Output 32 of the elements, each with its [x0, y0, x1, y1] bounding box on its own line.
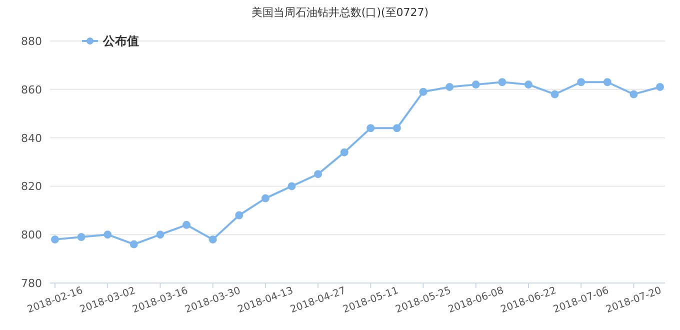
point: [630, 90, 638, 98]
point: [77, 233, 86, 242]
y-tick-label: 800: [21, 228, 42, 242]
point: [392, 124, 401, 132]
point: [419, 88, 428, 96]
point: [235, 211, 244, 220]
point: [550, 90, 559, 98]
point: [51, 235, 59, 244]
point: [208, 235, 217, 244]
point: [524, 80, 532, 89]
point: [446, 82, 454, 91]
point: [366, 124, 375, 132]
point: [182, 220, 191, 229]
y-tick-label: 780: [21, 277, 42, 290]
chart-title: 美国当周石油钻井总数(口)(至0727): [251, 6, 429, 19]
legend-label: 公布值: [102, 34, 139, 48]
y-tick-label: 840: [21, 132, 42, 145]
point: [340, 148, 348, 156]
y-tick-label: 860: [21, 83, 42, 96]
point: [498, 78, 506, 86]
point: [656, 82, 664, 91]
y-tick-label: 880: [21, 35, 42, 48]
y-tick-label: 820: [21, 180, 42, 194]
point: [156, 230, 164, 239]
point: [104, 230, 112, 239]
point: [577, 78, 586, 86]
point: [288, 182, 296, 190]
point: [130, 240, 138, 248]
point: [314, 170, 322, 178]
point: [603, 78, 612, 86]
point: [472, 80, 480, 89]
point: [261, 194, 270, 202]
